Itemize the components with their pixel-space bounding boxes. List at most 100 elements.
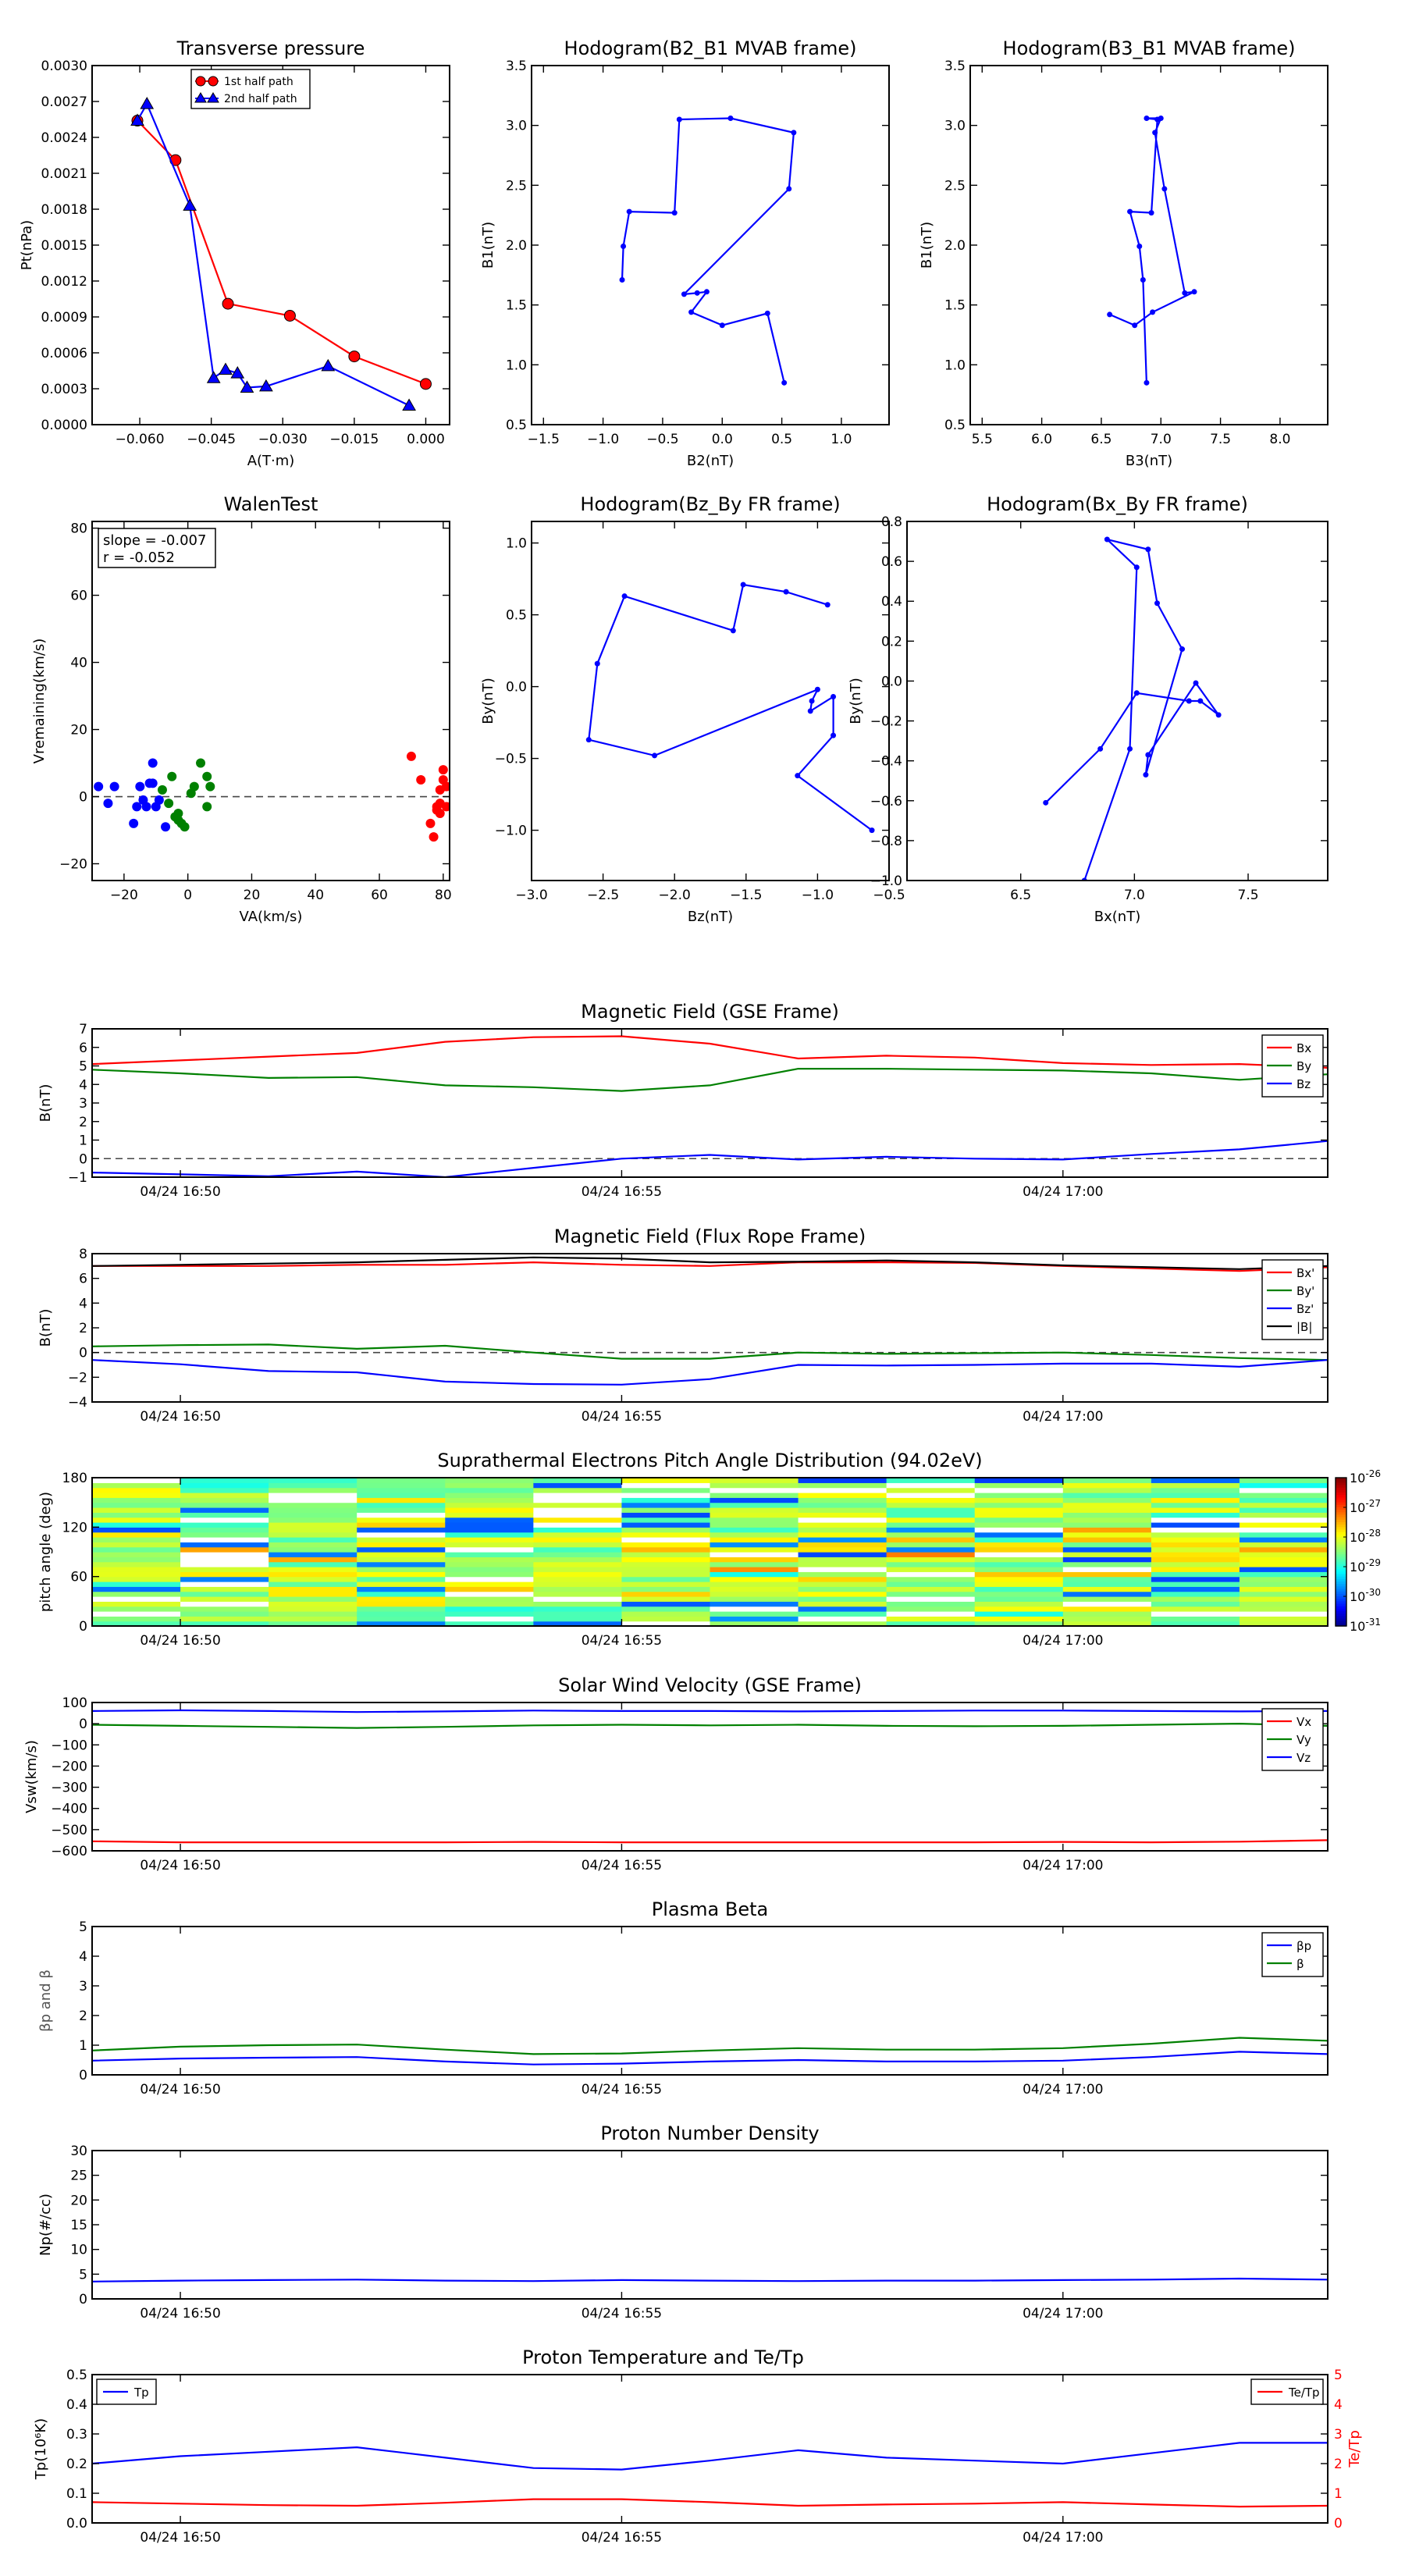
heatmap-cell <box>92 1552 181 1557</box>
heatmap-cell <box>1239 1478 1329 1483</box>
data-point <box>652 753 658 759</box>
series-group <box>92 1035 1328 1177</box>
colorbar-segment <box>1336 1478 1346 1481</box>
heatmap-cell <box>710 1621 799 1627</box>
colorbar-tick-label: 10-26 <box>1350 1468 1381 1485</box>
plot-frame <box>91 1926 1329 2076</box>
y-tick-label-right: 1 <box>1334 2486 1343 2502</box>
data-point <box>1133 690 1140 696</box>
heatmap-cell <box>621 1532 711 1538</box>
heatmap-cell <box>710 1552 799 1557</box>
heatmap-cell <box>92 1542 181 1548</box>
x-tick-label: 04/24 16:50 <box>140 2306 220 2322</box>
data-point <box>429 832 439 842</box>
heatmap-cell <box>533 1567 623 1572</box>
x-tick-label: 04/24 16:55 <box>582 1633 662 1649</box>
series-line-bx <box>92 1035 1328 1069</box>
heatmap-cell <box>798 1482 887 1489</box>
heatmap-cell <box>798 1512 887 1518</box>
heatmap-cell <box>1151 1512 1240 1518</box>
heatmap-cell <box>621 1596 711 1602</box>
x-tick-label: 6.0 <box>1031 432 1052 447</box>
y-tick-label: −0.2 <box>870 714 902 730</box>
y-tick-label: 1.0 <box>506 358 527 373</box>
heatmap-cell <box>710 1478 799 1483</box>
colorbar-segment <box>1336 1485 1346 1489</box>
chart-title: Plasma Beta <box>652 1898 768 1920</box>
heatmap-cell <box>886 1502 976 1508</box>
heatmap-cell <box>1239 1611 1329 1617</box>
x-tick-label: 80 <box>435 888 452 903</box>
heatmap-cell <box>92 1482 181 1489</box>
heatmap-cell <box>445 1596 534 1602</box>
heatmap-cell <box>357 1493 446 1498</box>
x-tick-label: 0 <box>183 888 192 903</box>
heatmap-cell <box>798 1561 887 1567</box>
colorbar-tick-label: 10-29 <box>1350 1557 1381 1574</box>
heatmap-cell <box>445 1502 534 1508</box>
heatmap-cell <box>621 1537 711 1542</box>
heatmap-cell <box>798 1557 887 1563</box>
heatmap-cell <box>621 1512 711 1518</box>
heatmap-cell <box>269 1606 357 1612</box>
heatmap-cell <box>886 1571 976 1578</box>
colorbar-segment <box>1336 1564 1346 1567</box>
heatmap-cell <box>357 1596 446 1602</box>
heatmap-cell <box>1151 1621 1240 1627</box>
y-tick-label: 0.0006 <box>41 346 87 361</box>
data-point <box>419 378 432 390</box>
heatmap-cell <box>357 1561 446 1567</box>
heatmap-cell <box>269 1502 357 1508</box>
x-tick-label: 04/24 16:55 <box>582 1858 662 1873</box>
colorbar-segment <box>1336 1493 1346 1496</box>
heatmap-cell <box>798 1621 887 1627</box>
heatmap-cell <box>1062 1537 1152 1542</box>
heatmap-cell <box>1239 1542 1329 1548</box>
y-axis-label: βp and β <box>37 1969 54 2032</box>
colorbar-segment <box>1336 1517 1346 1521</box>
heatmap-cell <box>533 1586 623 1592</box>
heatmap-cell <box>798 1596 887 1602</box>
heatmap-cell <box>886 1497 976 1503</box>
data-point <box>1107 311 1113 318</box>
data-point <box>1132 322 1138 329</box>
x-tick-label: 60 <box>371 888 388 903</box>
y-tick-label: 0.4 <box>66 2397 87 2413</box>
heatmap-cell <box>269 1576 357 1582</box>
heatmap-cell <box>710 1582 799 1587</box>
heatmap-cell <box>974 1561 1064 1567</box>
y-tick-label: 0 <box>79 1346 87 1361</box>
y-tick-label-right: 5 <box>1334 2368 1343 2383</box>
y-axis-label: Np(#/cc) <box>37 2194 54 2256</box>
colorbar-segment <box>1336 1552 1346 1555</box>
data-point <box>1150 309 1156 315</box>
heatmap-cell <box>798 1522 887 1528</box>
y-tick-label: 2.5 <box>506 178 527 194</box>
heatmap-cell <box>180 1546 269 1553</box>
colorbar-segment <box>1336 1534 1346 1538</box>
heatmap-cell <box>92 1522 181 1528</box>
heatmap-cell <box>180 1621 269 1627</box>
heatmap-cell <box>1062 1542 1152 1548</box>
heatmap-cell <box>1062 1591 1152 1597</box>
heatmap-cell <box>1239 1497 1329 1503</box>
heatmap-cell <box>357 1616 446 1622</box>
heatmap-cell <box>1062 1606 1152 1612</box>
y-tick-label: 6 <box>79 1041 87 1056</box>
heatmap-cell <box>533 1546 623 1553</box>
data-point <box>1140 276 1146 283</box>
series-group <box>92 2037 1328 2065</box>
x-tick-label: 04/24 16:55 <box>582 2530 662 2546</box>
legend: Vx Vy Vz <box>1261 1708 1324 1771</box>
heatmap-cell <box>974 1512 1064 1518</box>
x-tick-label: 04/24 17:00 <box>1023 1633 1103 1649</box>
heatmap-cell <box>886 1527 976 1533</box>
colorbar-segment <box>1336 1510 1346 1513</box>
colorbar-tick-label: 10-27 <box>1350 1498 1381 1515</box>
heatmap-cell <box>1151 1478 1240 1483</box>
data-point <box>719 322 725 329</box>
heatmap-cell <box>92 1493 181 1498</box>
heatmap-cell <box>1239 1557 1329 1563</box>
heatmap-cell <box>533 1596 623 1602</box>
